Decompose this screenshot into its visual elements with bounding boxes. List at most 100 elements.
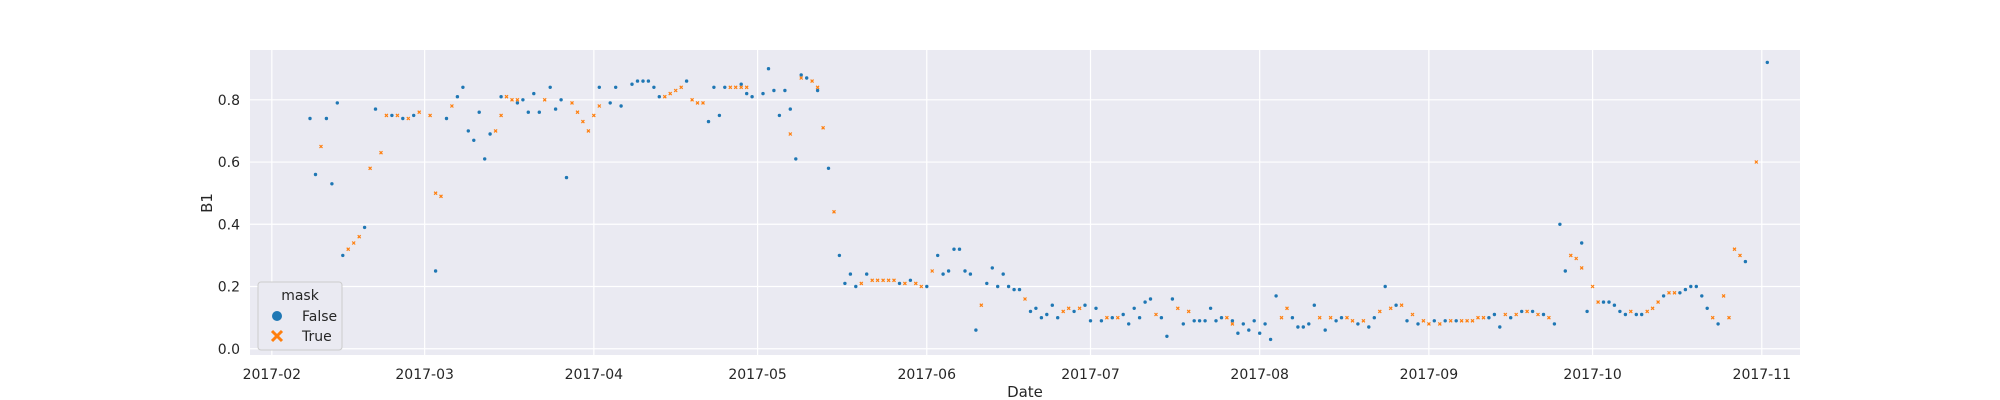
data-point-true xyxy=(319,144,323,149)
data-point-false xyxy=(990,266,994,270)
data-point-false xyxy=(1683,287,1688,292)
x-tick-label: 2017-03 xyxy=(395,367,454,383)
data-point-true xyxy=(406,116,411,121)
x-tick-label: 2017-06 xyxy=(898,367,957,383)
data-point-false xyxy=(537,110,541,114)
data-point-true xyxy=(1672,290,1677,295)
data-point-false xyxy=(1012,287,1016,292)
data-point-true xyxy=(799,76,804,80)
data-point-true xyxy=(913,281,918,286)
data-point-true xyxy=(886,278,891,283)
data-point-false xyxy=(1143,300,1147,304)
data-point-true xyxy=(695,100,700,105)
data-point-false xyxy=(723,85,727,90)
data-point-false xyxy=(1509,316,1513,320)
data-point-true xyxy=(1077,306,1082,311)
data-point-true xyxy=(433,191,438,196)
data-point-false xyxy=(968,272,973,276)
data-point-false xyxy=(641,79,645,83)
data-point-false xyxy=(657,95,661,99)
data-point-false xyxy=(865,272,869,276)
x-tick-label: 2017-04 xyxy=(565,367,624,383)
data-point-false xyxy=(630,82,634,86)
data-point-false xyxy=(1601,300,1606,304)
data-point-true xyxy=(733,85,738,90)
data-point-false xyxy=(1705,306,1709,310)
data-point-false xyxy=(559,98,563,102)
data-point-false xyxy=(330,182,334,186)
data-point-true xyxy=(1645,309,1650,314)
data-point-false xyxy=(1274,294,1278,298)
data-point-true xyxy=(1328,315,1333,320)
data-point-false xyxy=(1301,325,1306,329)
data-point-false xyxy=(1383,284,1387,289)
data-point-true xyxy=(1481,315,1486,320)
data-point-true xyxy=(1377,309,1382,314)
data-point-false xyxy=(777,113,782,118)
data-point-true xyxy=(870,278,875,283)
data-point-false xyxy=(1394,303,1398,307)
data-point-true xyxy=(979,303,984,308)
data-point-false xyxy=(472,138,476,142)
data-point-true xyxy=(1459,318,1464,323)
data-point-true xyxy=(1066,306,1071,311)
data-point-true xyxy=(1421,318,1426,323)
data-point-true xyxy=(1410,312,1415,317)
data-point-false xyxy=(477,110,481,114)
data-point-false xyxy=(963,269,967,273)
legend: mask False True xyxy=(257,281,343,351)
data-point-false xyxy=(925,284,929,289)
data-point-false xyxy=(597,85,601,90)
data-point-false xyxy=(1192,319,1196,323)
data-point-false xyxy=(957,247,962,251)
data-point-true xyxy=(417,110,422,115)
data-point-true xyxy=(570,100,574,105)
data-point-false xyxy=(1307,322,1311,326)
legend-marker-false xyxy=(272,311,282,321)
data-point-false xyxy=(1563,269,1568,273)
data-point-false xyxy=(1072,309,1076,314)
data-point-true xyxy=(810,79,815,84)
data-point-true xyxy=(1514,312,1519,317)
data-point-false xyxy=(1110,316,1115,320)
data-point-true xyxy=(1399,303,1404,308)
data-point-true xyxy=(1186,309,1191,314)
data-point-false xyxy=(1416,322,1420,326)
data-point-true xyxy=(902,281,907,286)
y-tick-label: 0.8 xyxy=(218,93,240,109)
data-point-false xyxy=(1230,319,1235,323)
data-point-false xyxy=(1017,287,1022,292)
data-point-false xyxy=(390,113,394,118)
data-point-false xyxy=(1356,322,1360,326)
data-point-false xyxy=(1028,309,1033,314)
data-point-true xyxy=(1738,253,1742,258)
data-point-false xyxy=(1165,334,1169,338)
data-point-false xyxy=(1159,316,1164,320)
data-point-false xyxy=(1083,303,1087,307)
data-point-false xyxy=(483,157,487,161)
x-tick-label: 2017-11 xyxy=(1733,367,1792,383)
data-point-true xyxy=(1727,315,1731,320)
data-point-true xyxy=(368,166,373,171)
data-point-true xyxy=(701,100,705,105)
data-point-false xyxy=(1197,319,1202,323)
data-point-false xyxy=(1716,322,1720,326)
data-point-false xyxy=(308,116,312,121)
data-point-false xyxy=(444,116,449,121)
data-point-false xyxy=(783,88,787,93)
data-point-false xyxy=(1258,331,1262,335)
x-tick-label: 2017-02 xyxy=(243,367,302,383)
data-point-false xyxy=(324,116,329,121)
data-point-false xyxy=(1263,322,1267,326)
data-point-false xyxy=(1405,319,1409,323)
data-point-true xyxy=(575,110,580,115)
data-point-false xyxy=(433,269,438,273)
data-point-false xyxy=(1623,312,1628,317)
plot-background xyxy=(250,50,1800,355)
x-tick-label: 2017-05 xyxy=(728,367,787,383)
data-point-false xyxy=(1454,319,1458,323)
data-point-false xyxy=(1700,294,1704,298)
data-point-false xyxy=(684,79,689,83)
data-point-false xyxy=(1634,312,1639,317)
data-point-false xyxy=(1765,60,1770,65)
